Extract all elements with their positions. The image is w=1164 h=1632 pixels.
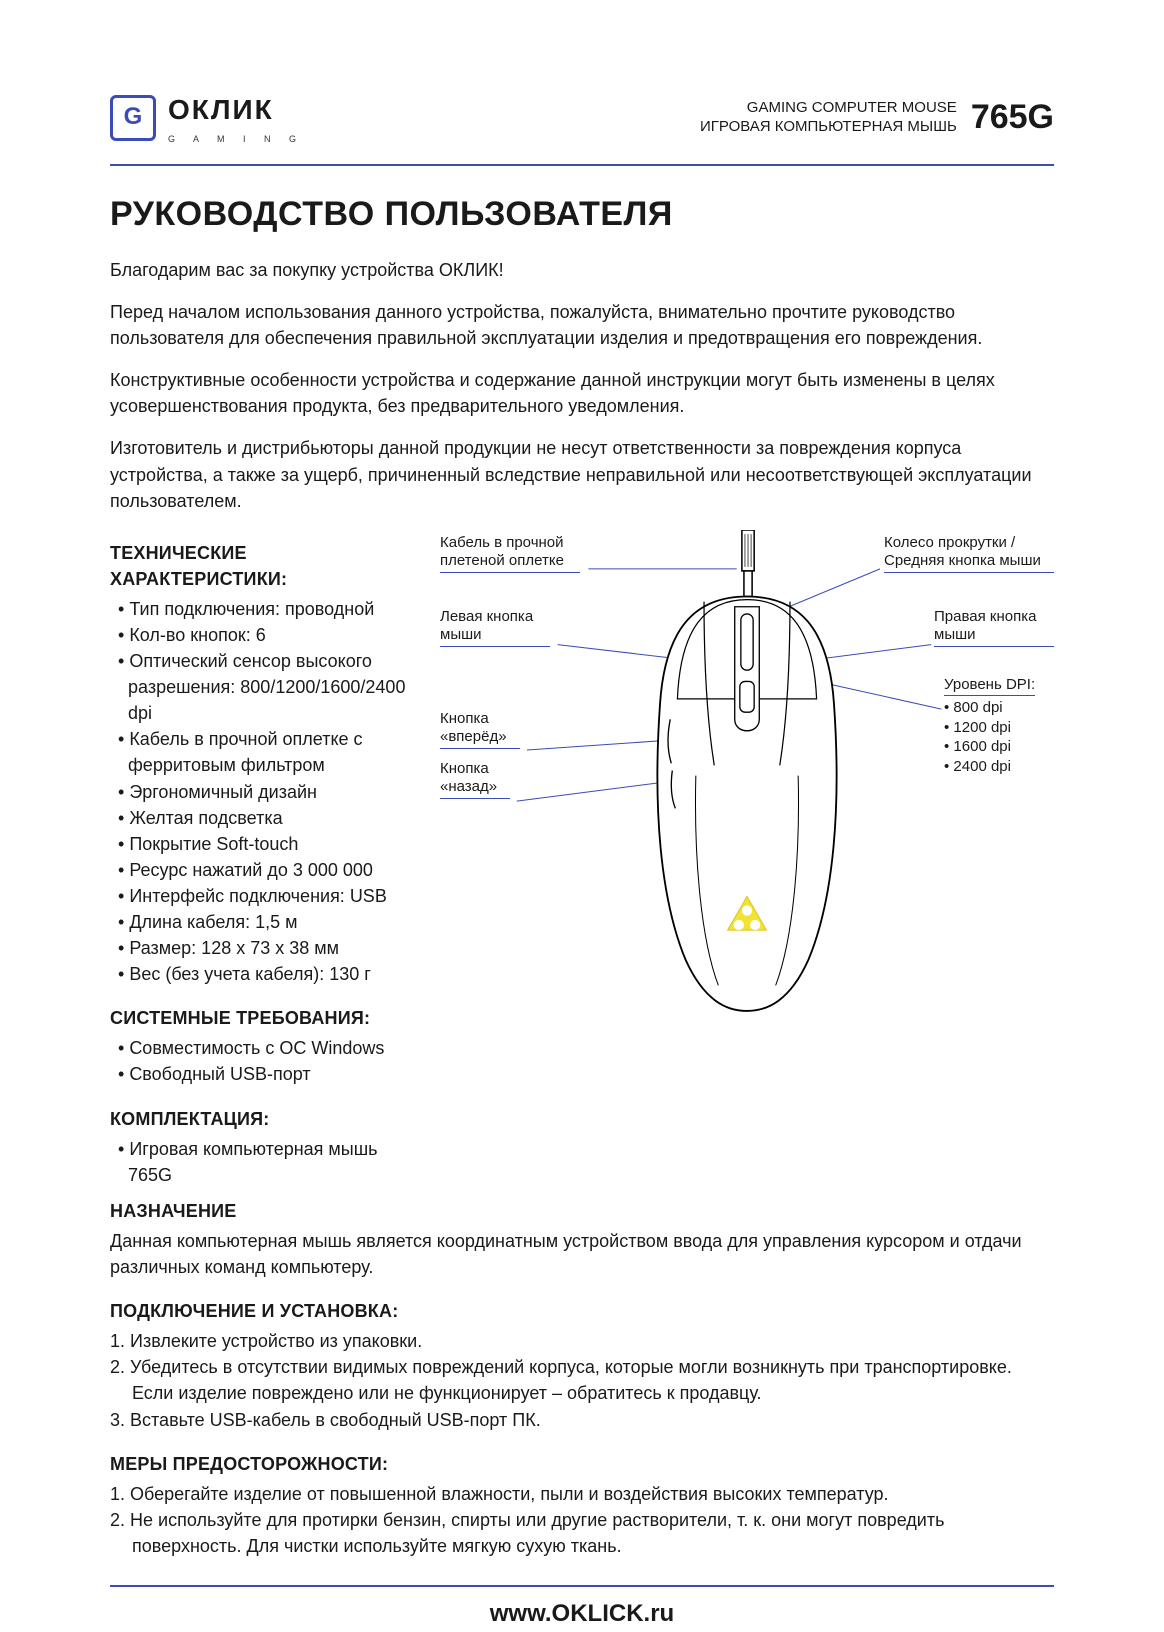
list-item: Вес (без учета кабеля): 130 г [122, 961, 420, 987]
specs-column: ТЕХНИЧЕСКИЕ ХАРАКТЕРИСТИКИ: Тип подключе… [110, 530, 420, 1188]
install-steps: 1. Извлеките устройство из упаковки.2. У… [110, 1328, 1054, 1432]
dpi-level: 1600 dpi [944, 738, 1011, 755]
dpi-level: 1200 dpi [944, 719, 1011, 736]
list-item: Покрытие Soft-touch [122, 831, 420, 857]
page-header: G ОКЛИК G A M I N G GAMING COMPUTER MOUS… [110, 90, 1054, 166]
callout-dpi: Уровень DPI: 800 dpi 1200 dpi 1600 dpi 2400… [944, 670, 1054, 777]
product-title-en: GAMING COMPUTER MOUSE [700, 99, 957, 118]
install-title: ПОДКЛЮЧЕНИЕ И УСТАНОВКА: [110, 1298, 1054, 1324]
intro-p1: Благодарим вас за покупку устройства ОКЛ… [110, 257, 1054, 283]
dpi-levels: 800 dpi 1200 dpi 1600 dpi 2400 dpi [944, 698, 1054, 776]
header-right: GAMING COMPUTER MOUSE ИГРОВАЯ КОМПЬЮТЕРН… [700, 93, 1054, 142]
intro-p2: Перед началом использования данного устр… [110, 299, 1054, 351]
model-number: 765G [971, 93, 1054, 142]
logo: G ОКЛИК G A M I N G [110, 90, 304, 146]
callout-cable: Кабель в прочной плетеной оплетке [440, 534, 580, 574]
product-title-ru: ИГРОВАЯ КОМПЬЮТЕРНАЯ МЫШЬ [700, 118, 957, 137]
list-item: Игровая компьютерная мышь 765G [122, 1136, 420, 1188]
list-item: Кол-во кнопок: 6 [122, 622, 420, 648]
purpose-text: Данная компьютерная мышь является коорди… [110, 1228, 1054, 1280]
list-item: Совместимость с ОС Windows [122, 1035, 420, 1061]
list-item: Желтая подсветка [122, 805, 420, 831]
page-title: РУКОВОДСТВО ПОЛЬЗОВАТЕЛЯ [110, 190, 1054, 239]
dpi-title: Уровень DPI: [944, 676, 1035, 697]
footer: www.OKLICK.ru [110, 1585, 1054, 1632]
list-item: Длина кабеля: 1,5 м [122, 909, 420, 935]
list-item: Оптический сенсор высокого разрешения: 8… [122, 648, 420, 726]
callout-forward: Кнопка «вперёд» [440, 710, 520, 750]
dpi-level: 2400 dpi [944, 758, 1011, 775]
callout-left-btn: Левая кнопка мыши [440, 608, 550, 648]
purpose-title: НАЗНАЧЕНИЕ [110, 1198, 1054, 1224]
callout-right-btn: Правая кнопка мыши [934, 608, 1054, 648]
list-item: 1. Извлеките устройство из упаковки. [110, 1328, 1054, 1354]
precautions-steps: 1. Оберегайте изделие от повышенной влаж… [110, 1481, 1054, 1559]
list-item: 2. Убедитесь в отсутствии видимых повреж… [110, 1354, 1054, 1406]
footer-url: www.OKLICK.ru [490, 1600, 674, 1627]
package-title: КОМПЛЕКТАЦИЯ: [110, 1106, 420, 1132]
callout-scroll: Колесо прокрутки / Средняя кнопка мыши [884, 534, 1054, 574]
dpi-level: 800 dpi [944, 699, 1003, 716]
list-item: Размер: 128 х 73 х 38 мм [122, 935, 420, 961]
list-item: Интерфейс подключения: USB [122, 883, 420, 909]
list-item: Кабель в прочной оплетке с ферритовым фи… [122, 726, 420, 778]
list-item: 1. Оберегайте изделие от повышенной влаж… [110, 1481, 1054, 1507]
sysreq-list: Совместимость с ОС WindowsСвободный USB-… [110, 1035, 420, 1087]
list-item: Свободный USB-порт [122, 1061, 420, 1087]
logo-text: ОКЛИК [168, 90, 304, 131]
intro-p4: Изготовитель и дистрибьюторы данной прод… [110, 435, 1054, 513]
list-item: Эргономичный дизайн [122, 779, 420, 805]
intro-block: Благодарим вас за покупку устройства ОКЛ… [110, 257, 1054, 514]
specs-title: ТЕХНИЧЕСКИЕ ХАРАКТЕРИСТИКИ: [110, 540, 420, 592]
callout-back: Кнопка «назад» [440, 760, 510, 800]
logo-icon: G [110, 95, 156, 141]
list-item: 3. Вставьте USB-кабель в свободный USB-п… [110, 1407, 1054, 1433]
specs-list: Тип подключения: проводнойКол-во кнопок:… [110, 596, 420, 987]
list-item: Тип подключения: проводной [122, 596, 420, 622]
intro-p3: Конструктивные особенности устройства и … [110, 367, 1054, 419]
mouse-diagram: Кабель в прочной плетеной оплетке Колесо… [440, 530, 1054, 1010]
precautions-title: МЕРЫ ПРЕДОСТОРОЖНОСТИ: [110, 1451, 1054, 1477]
list-item: Ресурс нажатий до 3 000 000 [122, 857, 420, 883]
sysreq-title: СИСТЕМНЫЕ ТРЕБОВАНИЯ: [110, 1005, 420, 1031]
list-item: 2. Не используйте для протирки бензин, с… [110, 1507, 1054, 1559]
logo-subtext: G A M I N G [168, 133, 304, 146]
package-list: Игровая компьютерная мышь 765G [110, 1136, 420, 1188]
